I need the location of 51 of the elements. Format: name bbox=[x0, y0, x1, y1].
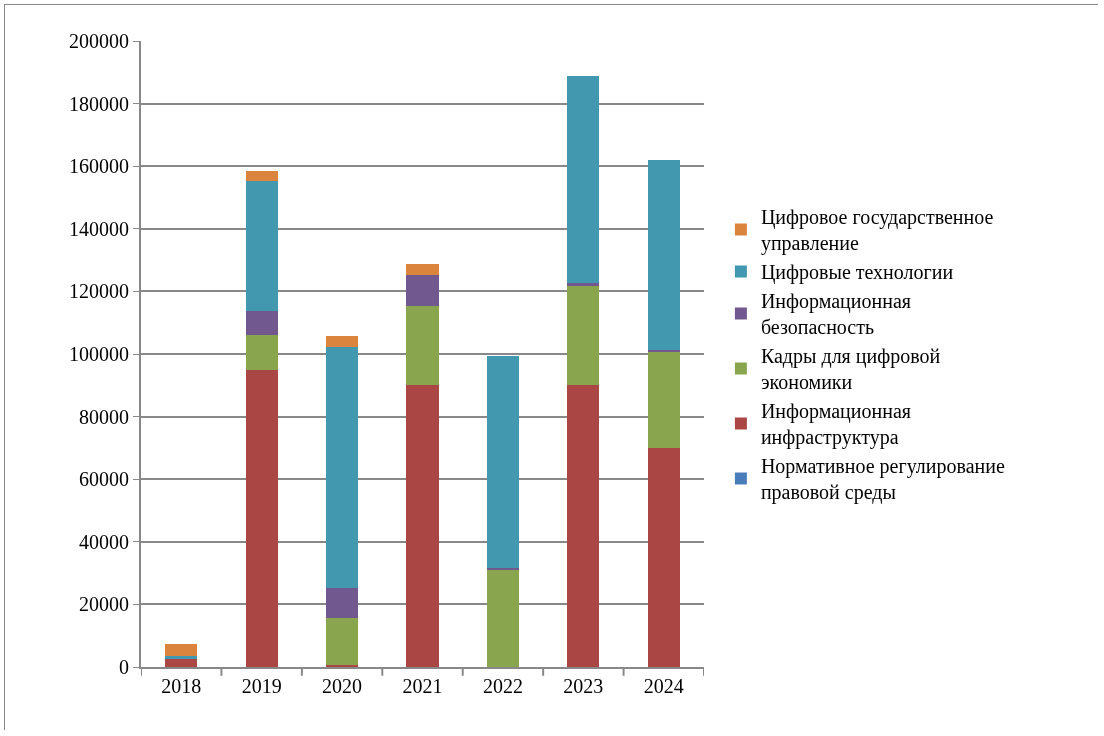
y-tick-label: 40000 bbox=[79, 530, 129, 553]
x-tick-label: 2024 bbox=[643, 675, 684, 697]
bar bbox=[567, 75, 600, 283]
bar bbox=[325, 618, 359, 666]
bar bbox=[406, 274, 439, 307]
bar bbox=[245, 311, 278, 336]
bar bbox=[647, 160, 680, 350]
y-tick-label: 60000 bbox=[79, 468, 129, 491]
x-tick-label: 2022 bbox=[482, 675, 523, 697]
bar bbox=[406, 306, 439, 386]
legend-label: Кадры для цифровой экономики bbox=[760, 345, 941, 394]
bar bbox=[647, 352, 680, 448]
bar bbox=[325, 346, 359, 589]
bar bbox=[245, 369, 278, 667]
y-tick-label: 20000 bbox=[79, 593, 129, 616]
bar bbox=[245, 180, 278, 312]
y-tick-label: 80000 bbox=[79, 405, 129, 428]
y-tick-label: 180000 bbox=[69, 92, 129, 115]
legend-label: Информационная инфраструктура bbox=[760, 400, 911, 450]
bar bbox=[647, 349, 680, 353]
y-tick-label: 200000 bbox=[69, 30, 129, 52]
bar bbox=[406, 264, 439, 275]
bar bbox=[567, 282, 600, 286]
legend-label: Цифровое государственное управление bbox=[760, 206, 994, 256]
y-tick-label: 100000 bbox=[69, 343, 129, 365]
bar bbox=[325, 335, 359, 347]
bar bbox=[406, 385, 439, 667]
legend-label: Информационная безопасность bbox=[760, 290, 911, 339]
bar bbox=[486, 570, 520, 667]
bar bbox=[567, 385, 600, 667]
x-tick-label: 2019 bbox=[241, 675, 282, 697]
bar bbox=[647, 447, 680, 667]
y-tick-label: 120000 bbox=[69, 280, 129, 303]
x-tick-label: 2023 bbox=[563, 675, 604, 697]
bar bbox=[165, 644, 198, 657]
bar bbox=[486, 568, 520, 571]
bar bbox=[325, 588, 359, 619]
bar bbox=[245, 335, 278, 370]
x-tick-label: 2021 bbox=[402, 675, 443, 697]
y-tick-label: 0 bbox=[119, 656, 129, 678]
bar bbox=[165, 656, 198, 659]
x-tick-label: 2020 bbox=[322, 675, 363, 697]
legend-label: Нормативное регулирование правовой среды bbox=[760, 455, 1005, 505]
bar bbox=[245, 170, 278, 181]
bar bbox=[165, 658, 198, 667]
y-tick-label: 140000 bbox=[69, 217, 129, 240]
x-tick-label: 2018 bbox=[161, 675, 202, 697]
bar bbox=[567, 285, 600, 386]
y-tick-label: 160000 bbox=[69, 155, 129, 178]
bar bbox=[486, 356, 520, 569]
legend-label: Цифровые технологии bbox=[760, 261, 954, 285]
